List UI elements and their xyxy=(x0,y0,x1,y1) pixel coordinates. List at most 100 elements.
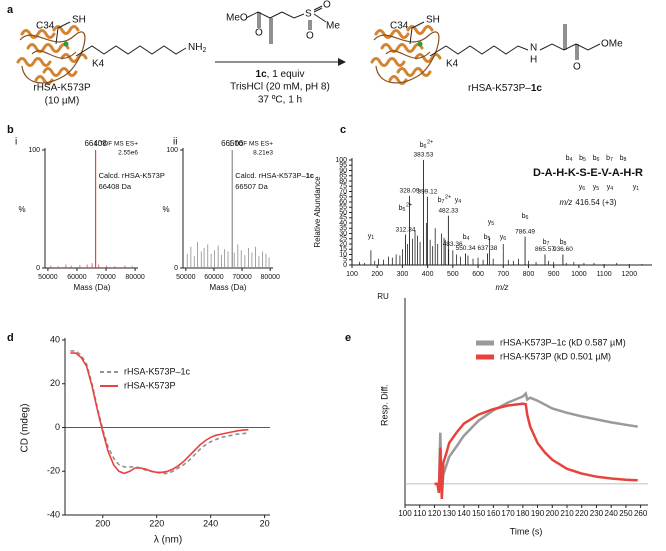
ion-number: 5 xyxy=(596,186,599,192)
y-ion: y5 xyxy=(593,184,600,193)
bond xyxy=(245,11,305,44)
y-tick-label: 0 xyxy=(55,422,60,432)
y-tick-label: 0 xyxy=(36,265,40,272)
ion-number: 7 xyxy=(441,199,444,205)
ion-number: 6 xyxy=(503,236,506,242)
x-tick-label: 60000 xyxy=(204,274,224,281)
ion-number: 4 xyxy=(569,157,572,163)
ion-letter: b xyxy=(522,213,526,220)
concentration: (10 µM) xyxy=(45,96,80,107)
x-tick-label: 260 xyxy=(634,509,648,518)
y-tick-label: 30 xyxy=(339,230,347,237)
precursor-value: 416.54 (+3) xyxy=(575,198,616,207)
ion-letter: y xyxy=(368,233,372,240)
ion-letter: b xyxy=(543,239,547,246)
ion-number: 4 xyxy=(466,236,469,242)
x-axis-label: Mass (Da) xyxy=(74,283,111,292)
ion-label: y6 xyxy=(500,234,507,243)
x-tick-label: 400 xyxy=(422,271,434,278)
subscript: 2 xyxy=(202,47,206,54)
y-tick-label: 25 xyxy=(339,236,347,243)
legend-label: rHSA-K573P–1c (kD 0.587 µM) xyxy=(500,337,626,347)
ion-number: 8 xyxy=(623,157,626,163)
legend-label: rHSA-K573P–1c xyxy=(124,366,191,376)
reagent-name: 1c xyxy=(256,69,268,80)
intensity-label: 8.21e3 xyxy=(253,150,273,157)
ion-letter: b xyxy=(438,197,442,204)
ion-letter: b xyxy=(484,234,488,241)
peak-label: 936.60 xyxy=(553,246,573,253)
calc-mass: 66507 Da xyxy=(235,182,268,191)
x-tick-label: 100 xyxy=(398,509,412,518)
x-tick-label: 50000 xyxy=(176,274,196,281)
bond xyxy=(308,5,327,30)
x-tick-label: 220 xyxy=(575,509,589,518)
calc-name-text: Calcd. rHSA-K573P xyxy=(99,171,165,180)
panel-label: b xyxy=(7,124,14,136)
x-tick-label: 220 xyxy=(149,518,164,528)
x-tick-label: 600 xyxy=(472,271,484,278)
y-tick-label: 0 xyxy=(174,265,178,272)
atom-label: OMe xyxy=(601,39,623,50)
y-tick-label: 100 xyxy=(335,157,347,164)
ion-label: b8 xyxy=(560,239,567,248)
data-line xyxy=(434,402,638,500)
calc-name: Calcd. rHSA-K573P–1c xyxy=(235,171,314,180)
calc-name: Calcd. rHSA-K573P xyxy=(99,171,165,180)
arrow-head xyxy=(338,58,346,66)
x-tick-label: 160 xyxy=(487,509,501,518)
y-axis-label: Resp. Diff. xyxy=(379,384,389,426)
peak-label: 865.57 xyxy=(535,246,555,253)
peak-label: 482.33 xyxy=(438,207,458,214)
ion-letter: b xyxy=(463,234,467,241)
x-tick-label: 210 xyxy=(560,509,574,518)
ion-letter: y xyxy=(607,184,611,191)
subpanel-label: ii xyxy=(173,137,177,148)
x-tick-label: 500 xyxy=(447,271,459,278)
calc-name-bold: 1c xyxy=(306,171,314,180)
ion-number: 4 xyxy=(610,186,613,192)
ion-label: y1 xyxy=(368,233,375,242)
x-tick-label: 20 xyxy=(260,518,270,528)
ion-label: b7 xyxy=(438,197,445,206)
y-tick-label: 75 xyxy=(339,183,347,190)
panel-label: a xyxy=(7,4,14,16)
ion-letter: b xyxy=(560,239,564,246)
intensity-label: 2.55e6 xyxy=(118,150,138,157)
calc-mass: 66408 Da xyxy=(99,182,132,191)
buffer: TrisHCl (20 mM, pH 8) xyxy=(230,82,330,93)
x-tick-label: 900 xyxy=(548,271,560,278)
conditions: 37 ºC, 1 h xyxy=(258,95,302,106)
x-tick-label: 70000 xyxy=(232,274,252,281)
bond xyxy=(75,45,187,57)
x-tick-label: 50000 xyxy=(38,274,58,281)
peak-label: 550.34 xyxy=(456,245,476,252)
ion-label: b7 xyxy=(543,239,550,248)
residue-label: K4 xyxy=(92,59,105,70)
peak-label: 483.36 xyxy=(443,241,463,248)
x-tick-label: 70000 xyxy=(96,274,116,281)
b-ion: b6 xyxy=(593,155,600,164)
x-tick-label: 1200 xyxy=(622,271,638,278)
y-tick-label: -20 xyxy=(47,466,60,476)
peak-label: 786.49 xyxy=(515,228,535,235)
residue-label: K4 xyxy=(446,59,459,70)
ion-letter: y xyxy=(579,184,583,191)
peak-label: 637.38 xyxy=(478,245,498,252)
atom-label: O xyxy=(306,31,314,42)
x-tick-label: 250 xyxy=(619,509,633,518)
ion-label: b4 xyxy=(463,234,470,243)
y-tick-label: 100 xyxy=(28,147,40,154)
ion-label: y4 xyxy=(455,197,462,206)
data-line xyxy=(70,352,249,475)
ion-letter: y xyxy=(633,184,637,191)
y-tick-label: 90 xyxy=(339,167,347,174)
product-name-bold: 1c xyxy=(531,83,543,94)
x-tick-label: 150 xyxy=(472,509,486,518)
ion-label: b5 xyxy=(484,234,491,243)
atom-label: H xyxy=(530,55,537,66)
ion-label: b6 xyxy=(522,213,529,222)
residue-label: C34 xyxy=(36,21,55,32)
y-tick-label: 35 xyxy=(339,225,347,232)
atom-label: NH2 xyxy=(188,42,206,54)
